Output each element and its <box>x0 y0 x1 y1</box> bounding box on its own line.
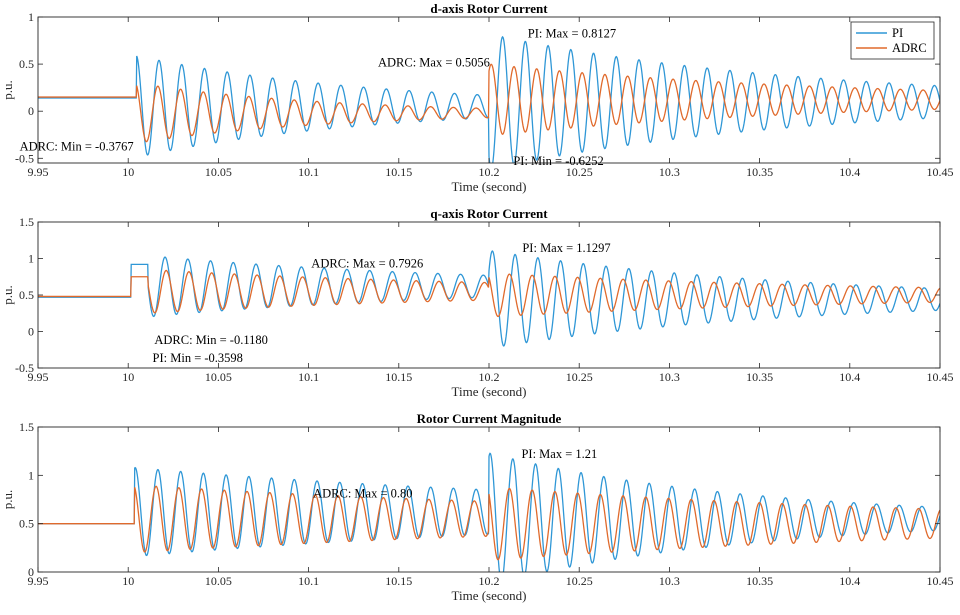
data-annotation: PI: Min = -0.6252 <box>513 154 603 168</box>
x-tick-label: 10.15 <box>385 574 412 588</box>
x-tick-label: 10.25 <box>566 574 593 588</box>
series-line-pi <box>38 250 940 347</box>
x-tick-label: 9.95 <box>28 165 49 179</box>
x-tick-label: 10.4 <box>839 574 860 588</box>
y-tick-label: 1 <box>28 10 34 24</box>
y-tick-label: 1.5 <box>19 215 34 229</box>
x-tick-label: 10 <box>122 165 134 179</box>
data-annotation: PI: Min = -0.3598 <box>153 351 243 365</box>
x-tick-label: 10.15 <box>385 165 412 179</box>
x-tick-label: 10.4 <box>839 165 860 179</box>
data-annotation: PI: Max = 1.21 <box>521 447 597 461</box>
x-tick-label: 10.2 <box>479 165 500 179</box>
series-line-pi <box>38 452 940 572</box>
x-tick-label: 10.45 <box>927 574 954 588</box>
x-tick-label: 10.25 <box>566 370 593 384</box>
data-annotation: ADRC: Min = -0.3767 <box>20 140 134 154</box>
series-line-adrc <box>38 269 940 318</box>
x-tick-label: 10.35 <box>746 574 773 588</box>
data-annotation: PI: Max = 1.1297 <box>522 241 610 255</box>
y-tick-label: 0.5 <box>19 517 34 531</box>
x-tick-label: 10 <box>122 370 134 384</box>
x-axis-label: Time (second) <box>452 588 527 603</box>
x-tick-label: 9.95 <box>28 574 49 588</box>
x-tick-label: 10.05 <box>205 574 232 588</box>
x-tick-label: 10.1 <box>298 165 319 179</box>
x-tick-label: 10.05 <box>205 370 232 384</box>
y-axis-label: p.u. <box>0 490 15 510</box>
x-tick-label: 9.95 <box>28 370 49 384</box>
x-tick-label: 10.3 <box>659 370 680 384</box>
x-tick-label: 10.2 <box>479 370 500 384</box>
chart-title: d-axis Rotor Current <box>430 1 548 16</box>
x-tick-label: 10.35 <box>746 370 773 384</box>
y-tick-label: 0.5 <box>19 57 34 71</box>
data-annotation: ADRC: Max = 0.80 <box>313 487 412 501</box>
x-tick-label: 10.15 <box>385 370 412 384</box>
y-tick-label: 0.5 <box>19 288 34 302</box>
data-annotation: ADRC: Max = 0.5056 <box>378 56 490 70</box>
data-annotation: PI: Max = 0.8127 <box>528 27 616 41</box>
y-tick-label: 0 <box>28 565 34 579</box>
x-tick-label: 10.1 <box>298 370 319 384</box>
x-tick-label: 10.1 <box>298 574 319 588</box>
y-axis-label: p.u. <box>0 80 15 100</box>
y-tick-label: 0 <box>28 104 34 118</box>
y-tick-label: -0.5 <box>15 151 34 165</box>
x-tick-label: 10 <box>122 574 134 588</box>
y-tick-label: -0.5 <box>15 361 34 375</box>
data-annotation: ADRC: Min = -0.1180 <box>154 333 268 347</box>
chart-title: q-axis Rotor Current <box>430 206 548 221</box>
y-tick-label: 1 <box>28 252 34 266</box>
y-tick-label: 0 <box>28 325 34 339</box>
data-annotation: ADRC: Max = 0.7926 <box>311 257 423 271</box>
x-tick-label: 10.2 <box>479 574 500 588</box>
x-axis-label: Time (second) <box>452 179 527 194</box>
x-axis-label: Time (second) <box>452 384 527 399</box>
x-tick-label: 10.45 <box>927 165 954 179</box>
legend-label-adrc: ADRC <box>892 41 927 55</box>
x-tick-label: 10.05 <box>205 165 232 179</box>
series-line-adrc <box>38 485 940 561</box>
x-tick-label: 10.3 <box>659 574 680 588</box>
series-line-pi <box>38 35 940 163</box>
x-tick-label: 10.35 <box>746 165 773 179</box>
y-tick-label: 1 <box>28 468 34 482</box>
x-tick-label: 10.25 <box>566 165 593 179</box>
y-axis-label: p.u. <box>0 285 15 305</box>
x-tick-label: 10.4 <box>839 370 860 384</box>
x-tick-label: 10.3 <box>659 165 680 179</box>
series-line-adrc <box>38 63 940 143</box>
y-tick-label: 1.5 <box>19 420 34 434</box>
x-tick-label: 10.45 <box>927 370 954 384</box>
legend-box <box>850 21 935 60</box>
legend-label-pi: PI <box>892 26 903 40</box>
chart-title: Rotor Current Magnitude <box>417 411 562 426</box>
